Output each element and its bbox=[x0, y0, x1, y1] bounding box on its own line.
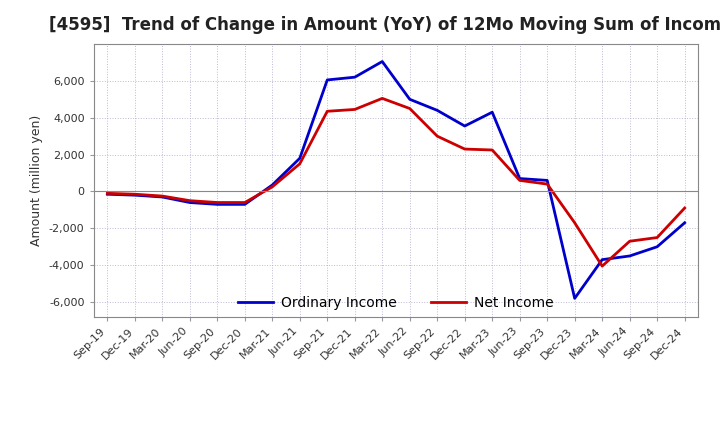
Ordinary Income bbox=[653, 244, 662, 249]
Net Income bbox=[323, 109, 332, 114]
Ordinary Income bbox=[516, 176, 524, 181]
Ordinary Income bbox=[543, 178, 552, 183]
Net Income bbox=[680, 205, 689, 211]
Line: Net Income: Net Income bbox=[107, 99, 685, 266]
Net Income bbox=[405, 106, 414, 111]
Net Income bbox=[295, 161, 304, 166]
Net Income bbox=[378, 96, 387, 101]
Ordinary Income bbox=[130, 193, 139, 198]
Ordinary Income bbox=[295, 156, 304, 161]
Net Income bbox=[186, 198, 194, 203]
Net Income bbox=[598, 264, 606, 269]
Net Income bbox=[268, 184, 276, 190]
Legend: Ordinary Income, Net Income: Ordinary Income, Net Income bbox=[233, 290, 559, 315]
Net Income bbox=[433, 133, 441, 139]
Ordinary Income bbox=[186, 200, 194, 205]
Net Income bbox=[158, 194, 166, 199]
Ordinary Income bbox=[405, 97, 414, 102]
Ordinary Income bbox=[488, 110, 497, 115]
Net Income bbox=[240, 200, 249, 205]
Net Income bbox=[653, 235, 662, 240]
Ordinary Income bbox=[268, 182, 276, 187]
Ordinary Income bbox=[460, 123, 469, 128]
Net Income bbox=[213, 200, 222, 205]
Y-axis label: Amount (million yen): Amount (million yen) bbox=[30, 115, 43, 246]
Ordinary Income bbox=[570, 296, 579, 301]
Ordinary Income bbox=[433, 108, 441, 113]
Net Income bbox=[460, 147, 469, 152]
Ordinary Income bbox=[240, 202, 249, 207]
Line: Ordinary Income: Ordinary Income bbox=[107, 62, 685, 298]
Net Income bbox=[570, 220, 579, 225]
Net Income bbox=[130, 191, 139, 197]
Net Income bbox=[351, 107, 359, 112]
Ordinary Income bbox=[626, 253, 634, 259]
Ordinary Income bbox=[213, 202, 222, 207]
Ordinary Income bbox=[103, 191, 112, 197]
Ordinary Income bbox=[351, 74, 359, 80]
Ordinary Income bbox=[598, 257, 606, 262]
Net Income bbox=[516, 178, 524, 183]
Ordinary Income bbox=[680, 220, 689, 225]
Net Income bbox=[488, 147, 497, 153]
Net Income bbox=[626, 238, 634, 244]
Ordinary Income bbox=[158, 194, 166, 200]
Ordinary Income bbox=[323, 77, 332, 83]
Net Income bbox=[543, 181, 552, 187]
Ordinary Income bbox=[378, 59, 387, 64]
Title: [4595]  Trend of Change in Amount (YoY) of 12Mo Moving Sum of Incomes: [4595] Trend of Change in Amount (YoY) o… bbox=[49, 16, 720, 34]
Net Income bbox=[103, 191, 112, 196]
